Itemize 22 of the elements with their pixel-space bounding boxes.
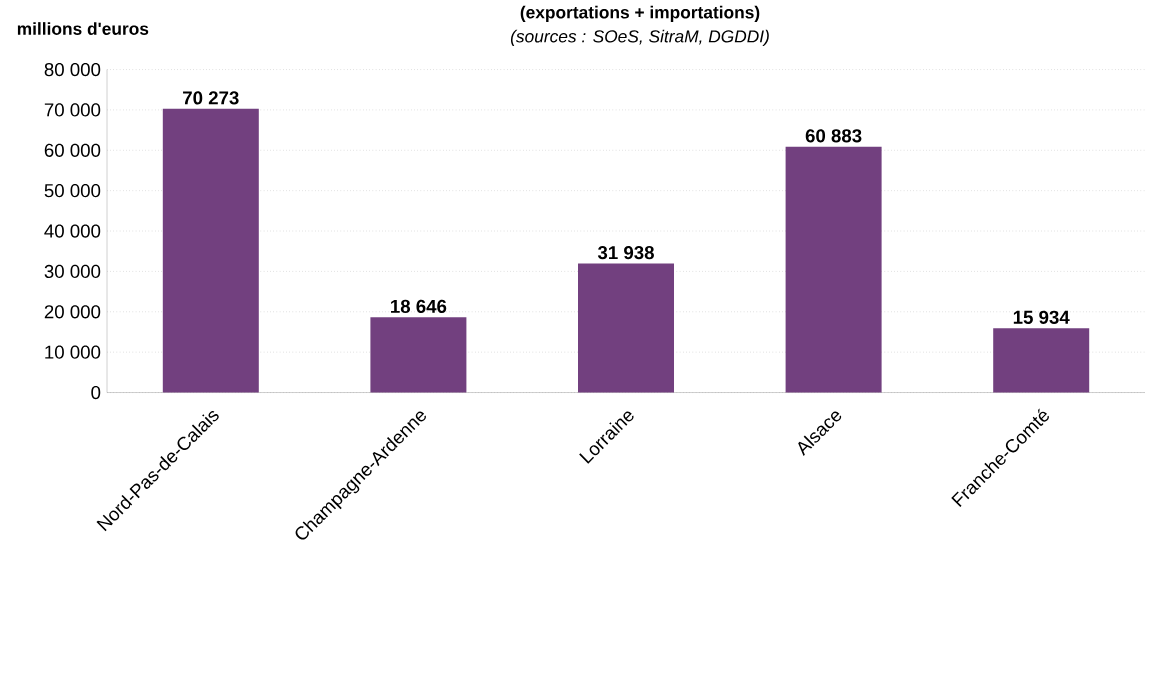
y-tick-label: 20 000 [44,305,101,319]
bar [993,328,1090,393]
chart-title: (exportations + importations) [520,6,760,23]
y-tick-label: 30 000 [44,265,101,279]
y-tick-label: 40 000 [44,224,101,238]
y-tick-label: 60 000 [44,143,101,158]
bar [578,263,675,393]
data-label: 18 646 [391,299,447,314]
y-tick-label: 70 000 [44,103,101,117]
y-tick-label: 0 [91,386,101,400]
y-tick-label: 80 000 [44,63,101,77]
y-axis-title: millions d'euros [17,22,149,36]
y-tick-label: 10 000 [45,345,101,359]
data-label: 31 938 [597,246,654,260]
data-label: 70 273 [183,91,239,105]
bar [370,317,467,393]
data-label: 60 883 [805,129,862,143]
chart-subtitle: (sources : SOeS, SitraM, DGDDI) [510,30,769,47]
data-label: 15 934 [1013,310,1070,325]
bar [785,146,882,393]
bar [162,109,259,393]
y-tick-label: 50 000 [44,184,101,198]
